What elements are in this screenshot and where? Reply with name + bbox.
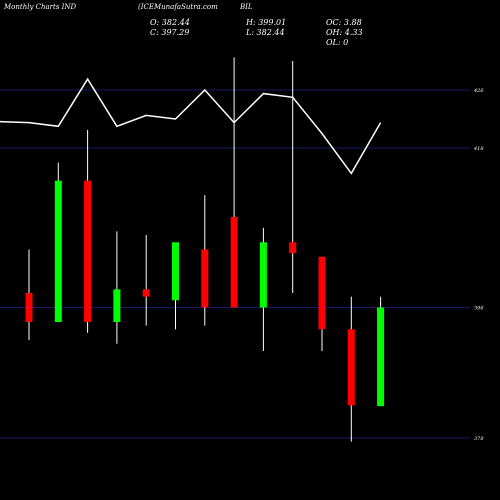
- candle-body-down: [230, 216, 238, 308]
- ohlc-oh: OH: 4.33: [326, 28, 363, 37]
- candle-body-down: [201, 249, 209, 308]
- site-watermark: (ICEMunafaSutra.com: [138, 3, 218, 11]
- candle-body-up: [113, 289, 121, 322]
- overlay-line: [0, 77, 382, 175]
- symbol-label: BIL: [240, 3, 253, 11]
- candle-body-up: [54, 180, 62, 322]
- ohlc-low: L: 382.44: [246, 28, 285, 37]
- ohlc-close: C: 397.29: [150, 28, 190, 37]
- candle-body-down: [25, 293, 33, 322]
- candle-body-down: [318, 256, 326, 330]
- candle-body-up: [172, 242, 179, 301]
- ohlc-oc: OC: 3.88: [326, 18, 362, 27]
- candle-body-down: [84, 180, 92, 322]
- y-tick-label: 378: [474, 436, 484, 442]
- candle-body-up: [377, 307, 385, 407]
- candle-body-down: [347, 329, 355, 406]
- ohlc-ol: OL: 0: [326, 38, 349, 47]
- ohlc-high: H: 399.01: [246, 18, 287, 27]
- y-tick-label: 418: [473, 146, 484, 152]
- chart-title: Monthly Charts IND: [4, 3, 77, 11]
- candle-body-up: [259, 242, 267, 308]
- y-tick-label: 426: [473, 88, 484, 94]
- ohlc-open: O: 382.44: [150, 18, 190, 27]
- candle-body-down: [289, 242, 297, 254]
- y-tick-label: 396: [474, 306, 484, 312]
- candle-body-down: [142, 289, 150, 297]
